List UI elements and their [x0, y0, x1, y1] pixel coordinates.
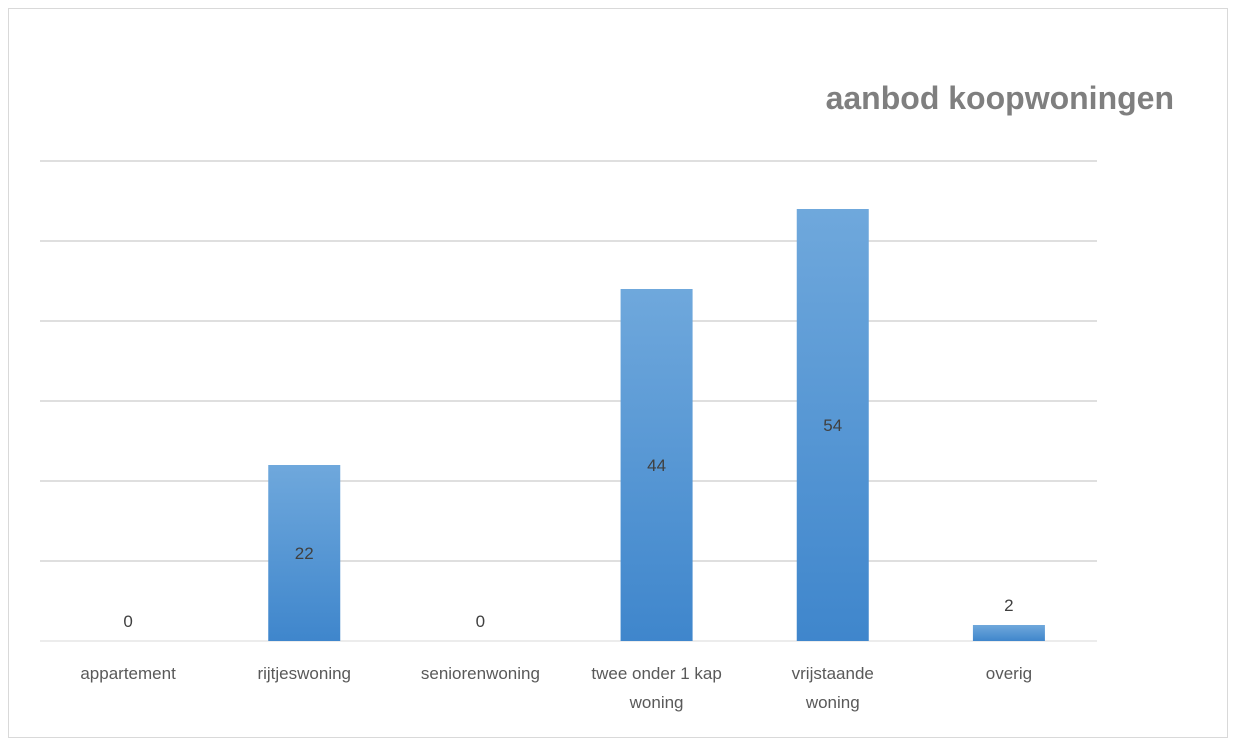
- bars: [268, 209, 1045, 641]
- bar: [620, 289, 693, 641]
- data-labels: 0 22 0 44 54 2: [123, 416, 1013, 631]
- bar: [972, 625, 1045, 641]
- x-tick-label-line: vrijstaande: [792, 664, 874, 683]
- x-tick-label: vrijstaande woning: [792, 664, 874, 712]
- data-label: 44: [647, 456, 666, 475]
- bar-chart: 0 22 0 44 54 2 appartement rijtjeswoning senior…: [40, 160, 1097, 712]
- data-label: 54: [823, 416, 842, 435]
- x-tick-label: twee onder 1 kap woning: [591, 664, 721, 712]
- x-tick-label-line: appartement: [80, 664, 176, 683]
- data-label: 22: [295, 544, 314, 563]
- x-tick-label: appartement: [80, 664, 176, 683]
- x-tick-label-line: seniorenwoning: [421, 664, 540, 683]
- chart-title: aanbod koopwoningen: [825, 80, 1174, 116]
- x-tick-label: rijtjeswoning: [257, 664, 351, 683]
- chart-frame: [8, 8, 1228, 738]
- x-tick-label-line: overig: [986, 664, 1032, 683]
- x-tick-label: seniorenwoning: [421, 664, 540, 683]
- data-label: 0: [476, 612, 485, 631]
- gridlines: [40, 160, 1097, 642]
- x-tick-label-line: woning: [629, 693, 684, 712]
- category-tick-labels: appartement rijtjeswoning seniorenwoning tw…: [80, 664, 1032, 712]
- x-tick-label: overig: [986, 664, 1032, 683]
- data-label: 2: [1004, 596, 1013, 615]
- bar: [796, 209, 869, 641]
- x-tick-label-line: twee onder 1 kap: [591, 664, 721, 683]
- x-tick-label-line: woning: [805, 693, 860, 712]
- bar: [268, 465, 341, 641]
- x-tick-label-line: rijtjeswoning: [257, 664, 351, 683]
- data-label: 0: [123, 612, 132, 631]
